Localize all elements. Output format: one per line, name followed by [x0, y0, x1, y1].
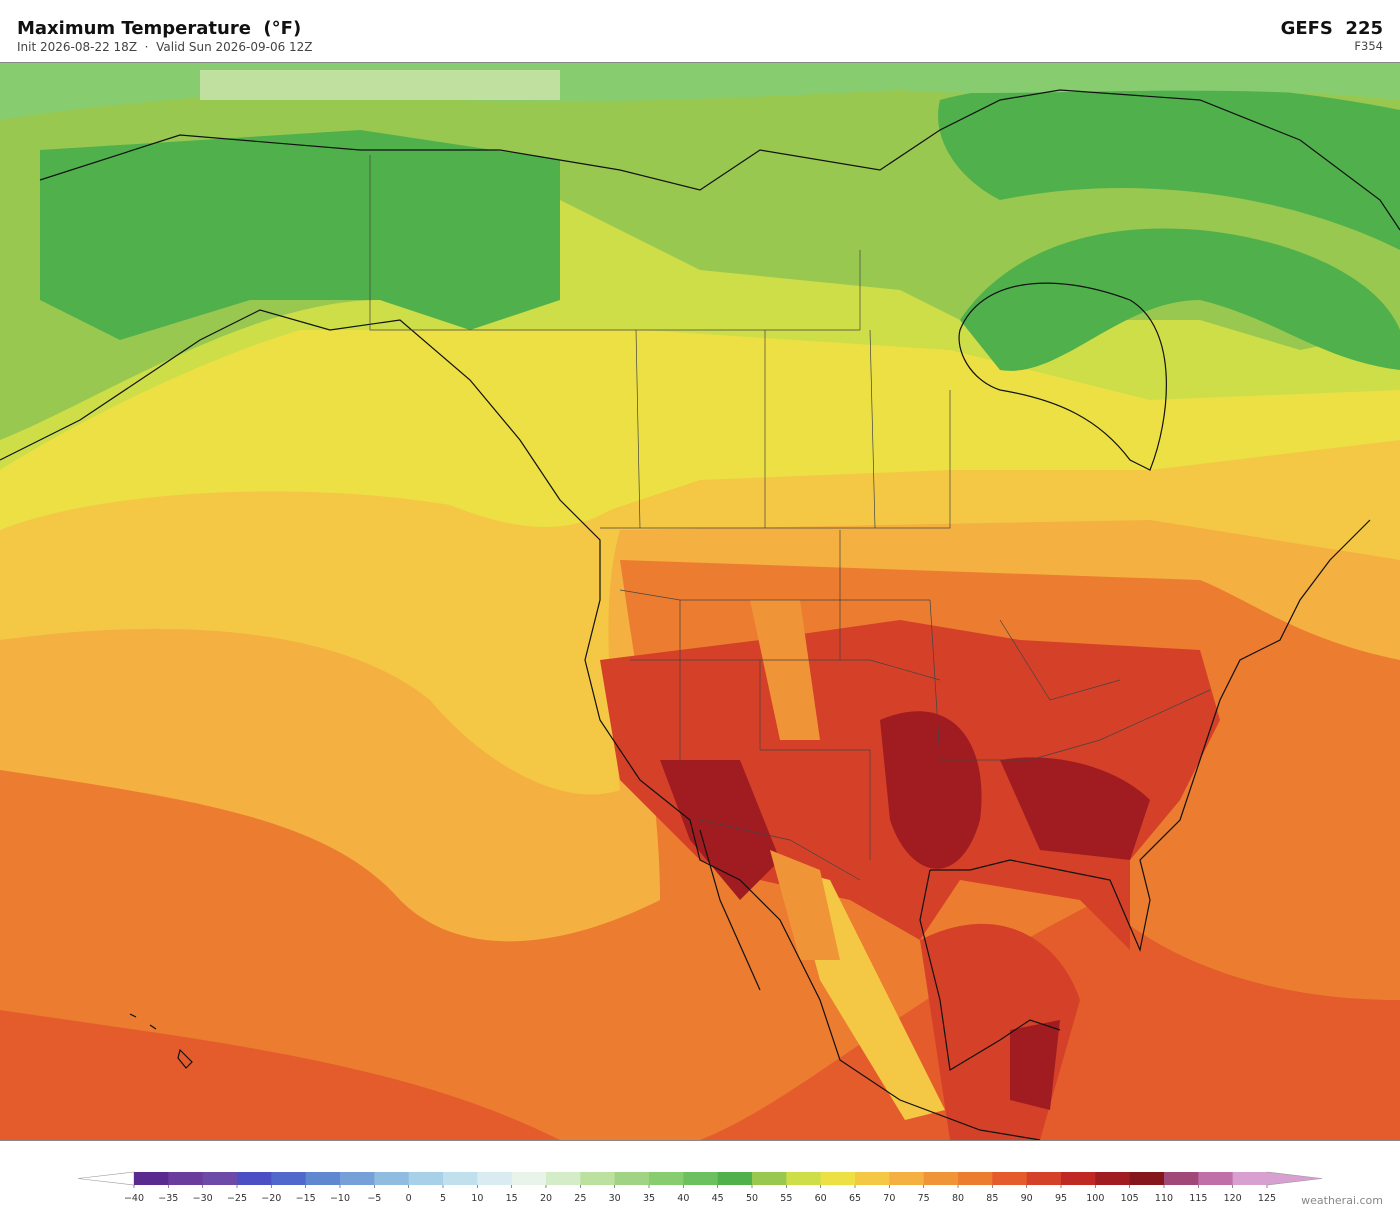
- colorbar-tick-label: 10: [471, 1193, 483, 1204]
- watermark: weatherai.com: [1301, 1194, 1383, 1207]
- temp-field: [938, 81, 1400, 251]
- colorbar-tick-label: 45: [712, 1193, 724, 1204]
- colorbar-tick-label: 30: [609, 1193, 621, 1204]
- model-name: GEFS 225: [1281, 18, 1383, 39]
- map: [0, 62, 1400, 1141]
- colorbar-tick-label: 55: [780, 1193, 792, 1204]
- colorbar-tick-label: 40: [677, 1193, 689, 1204]
- temp-field: [40, 130, 560, 340]
- title: Maximum Temperature (°F): [17, 18, 301, 39]
- temp-field: [770, 850, 840, 960]
- colorbar-segment: [614, 1172, 650, 1185]
- colorbar-segment: [752, 1172, 787, 1185]
- colorbar-segment: [271, 1172, 307, 1185]
- colorbar-segment: [134, 1172, 169, 1185]
- colorbar-tick-label: 75: [918, 1193, 930, 1204]
- colorbar-segment: [1232, 1172, 1268, 1185]
- subtitle: Init 2026-08-22 18Z · Valid Sun 2026-09-…: [17, 40, 313, 54]
- colorbar-tick-label: 20: [540, 1193, 552, 1204]
- colorbar-tick-label: 65: [849, 1193, 861, 1204]
- colorbar-segment: [820, 1172, 856, 1185]
- colorbar-segment: [889, 1172, 925, 1185]
- colorbar: −40 −35 −30 −25 −20 −15 −10 −5 0 5 10 15 20 25 30 35 40 4…: [77, 1171, 1323, 1204]
- colorbar-tick-label: −5: [367, 1193, 381, 1204]
- colorbar-tick-label: 120: [1224, 1193, 1242, 1204]
- colorbar-segment: [305, 1172, 341, 1185]
- colorbar-tick-label: 60: [815, 1193, 827, 1204]
- colorbar-tick-label: −15: [296, 1193, 316, 1204]
- colorbar-tick-label: −35: [158, 1193, 178, 1204]
- colorbar-tick-label: 105: [1121, 1193, 1139, 1204]
- coastline: [0, 89, 1400, 1140]
- colorbar-segment: [580, 1172, 616, 1185]
- colorbar-tick-label: 70: [883, 1193, 895, 1204]
- colorbar-tick-label: 0: [406, 1193, 412, 1204]
- coastline: [129, 1013, 193, 1069]
- colorbar-segment: [1164, 1172, 1199, 1185]
- colorbar-tick-label: 125: [1258, 1193, 1276, 1204]
- colorbar-segment: [923, 1172, 959, 1185]
- colorbar-tick-label: 5: [440, 1193, 446, 1204]
- colorbar-tick-label: 15: [506, 1193, 518, 1204]
- colorbar-segment: [717, 1172, 753, 1185]
- colorbar-segment: [408, 1172, 444, 1185]
- colorbar-segment: [546, 1172, 581, 1185]
- colorbar-segment: [511, 1172, 547, 1185]
- colorbar-tick-label: 100: [1086, 1193, 1104, 1204]
- colorbar-segment: [443, 1172, 478, 1185]
- colorbar-tick-label: −40: [124, 1193, 144, 1204]
- colorbar-segment: [1095, 1172, 1131, 1185]
- colorbar-tick-label: 50: [746, 1193, 758, 1204]
- temp-field: [1000, 757, 1150, 860]
- colorbar-segment: [855, 1172, 890, 1185]
- colorbar-tick-label: −25: [227, 1193, 247, 1204]
- colorbar-tick-label: −30: [193, 1193, 213, 1204]
- colorbar-tick-label: 25: [574, 1193, 586, 1204]
- temp-field: [200, 70, 560, 100]
- colorbar-tick-label: 110: [1155, 1193, 1173, 1204]
- temp-field: [1010, 1020, 1060, 1110]
- colorbar-tick-label: 115: [1189, 1193, 1207, 1204]
- colorbar-segment: [202, 1172, 238, 1185]
- colorbar-segment: [1198, 1172, 1234, 1185]
- colorbar-tick-label: 85: [986, 1193, 998, 1204]
- colorbar-segment: [649, 1172, 684, 1185]
- colorbar-segment: [683, 1172, 719, 1185]
- colorbar-segment: [1026, 1172, 1062, 1185]
- temp-field: [660, 760, 780, 900]
- colorbar-tick-label: 95: [1055, 1193, 1067, 1204]
- colorbar-segment: [340, 1172, 375, 1185]
- temp-field: [960, 228, 1400, 371]
- temp-field: [750, 600, 820, 740]
- colorbar-tick-label: 90: [1021, 1193, 1033, 1204]
- temp-field: [880, 711, 982, 869]
- colorbar-segment: [374, 1172, 410, 1185]
- colorbar-segment: [477, 1172, 513, 1185]
- colorbar-segment: [1061, 1172, 1096, 1185]
- colorbar-segment: [992, 1172, 1028, 1185]
- colorbar-segment: [237, 1172, 272, 1185]
- colorbar-segment: [168, 1172, 204, 1185]
- colorbar-segment: [786, 1172, 822, 1185]
- colorbar-tick-label: 80: [952, 1193, 964, 1204]
- colorbar-segment: [1129, 1172, 1165, 1185]
- state-border: [369, 155, 1211, 881]
- colorbar-tick-label: 35: [643, 1193, 655, 1204]
- colorbar-tick-label: −10: [330, 1193, 350, 1204]
- colorbar-tick-label: −20: [261, 1193, 281, 1204]
- forecast-hour: F354: [1354, 39, 1383, 53]
- colorbar-segment: [958, 1172, 993, 1185]
